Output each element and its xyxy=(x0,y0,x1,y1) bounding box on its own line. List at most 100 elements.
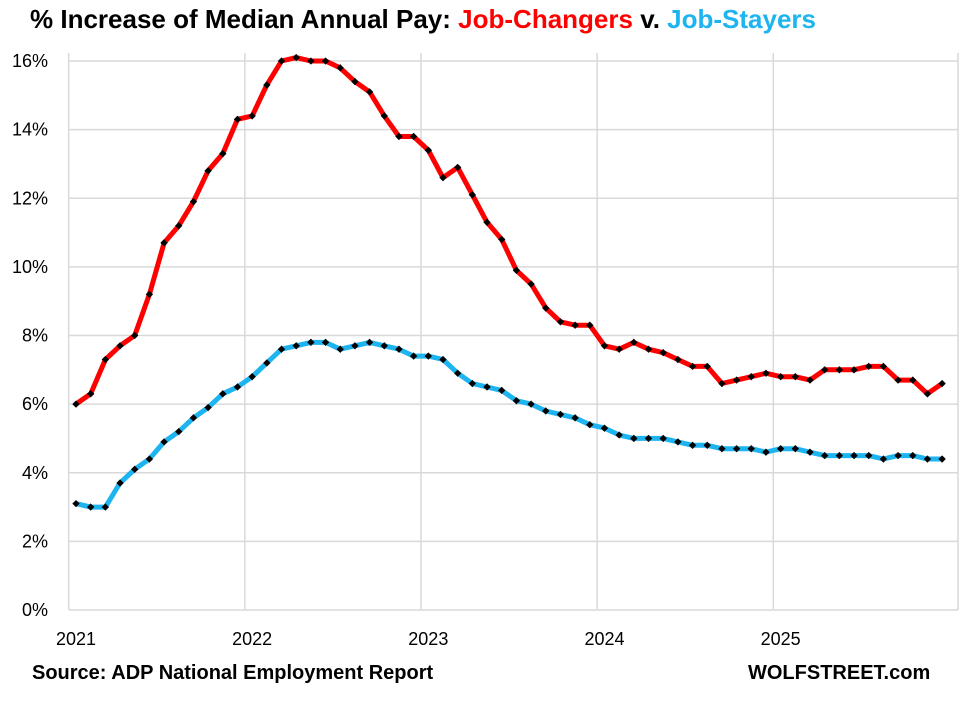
data-point-job-stayers xyxy=(72,499,80,508)
chart-title: % Increase of Median Annual Pay: Job-Cha… xyxy=(30,4,816,35)
brand-watermark: WOLFSTREET.com xyxy=(748,662,931,684)
data-point-job-changers xyxy=(923,390,932,398)
data-point-job-changers xyxy=(512,266,521,274)
data-point-job-changers xyxy=(732,376,741,384)
data-point-job-stayers xyxy=(688,441,697,449)
data-point-job-stayers xyxy=(791,445,799,453)
data-point-job-stayers xyxy=(821,451,829,460)
data-point-job-changers xyxy=(145,290,154,299)
data-point-job-stayers xyxy=(101,503,110,511)
data-point-job-changers xyxy=(703,362,711,371)
data-point-job-changers xyxy=(865,362,873,371)
data-point-job-stayers xyxy=(909,451,917,460)
data-point-job-changers xyxy=(131,331,139,340)
data-point-job-changers xyxy=(292,53,300,62)
data-point-job-changers xyxy=(175,222,183,230)
data-point-job-changers xyxy=(776,372,785,381)
data-point-job-stayers xyxy=(659,434,667,443)
data-point-job-changers xyxy=(762,369,770,377)
data-point-job-stayers xyxy=(850,451,858,460)
y-tick-label: 16% xyxy=(12,51,48,71)
data-point-job-changers xyxy=(365,88,374,96)
data-point-job-changers xyxy=(72,400,80,408)
y-tick-label: 6% xyxy=(22,394,48,414)
data-point-job-stayers xyxy=(615,431,623,439)
data-point-job-changers xyxy=(791,372,799,381)
data-point-job-changers xyxy=(806,376,814,384)
data-point-job-changers xyxy=(674,355,682,364)
data-point-job-changers xyxy=(439,173,447,182)
data-point-job-changers xyxy=(263,81,271,89)
y-tick-label: 0% xyxy=(22,600,48,620)
data-point-job-changers xyxy=(248,112,256,120)
data-point-job-stayers xyxy=(175,427,183,436)
title-connector: v. xyxy=(632,4,668,34)
data-point-job-changers xyxy=(556,318,565,326)
data-point-job-stayers xyxy=(189,414,198,422)
data-point-job-changers xyxy=(909,376,917,384)
x-tick-label: 2025 xyxy=(761,629,801,649)
y-tick-label: 2% xyxy=(22,531,48,551)
data-point-job-changers xyxy=(380,112,388,120)
data-point-job-changers xyxy=(542,304,550,312)
data-point-job-changers xyxy=(659,348,667,357)
data-point-job-stayers xyxy=(747,445,755,453)
y-tick-label: 12% xyxy=(12,188,48,208)
data-point-job-stayers xyxy=(776,445,785,453)
data-point-job-stayers xyxy=(923,455,932,463)
data-point-job-stayers xyxy=(277,345,286,353)
data-point-job-changers xyxy=(351,77,359,86)
data-point-job-stayers xyxy=(806,448,814,456)
data-point-job-stayers xyxy=(307,338,315,347)
data-point-job-stayers xyxy=(600,424,609,432)
data-point-job-changers xyxy=(395,132,403,141)
data-point-job-stayers xyxy=(468,379,477,388)
data-point-job-changers xyxy=(219,149,227,158)
data-point-job-changers xyxy=(498,235,506,244)
data-point-job-changers xyxy=(615,345,623,353)
data-point-job-changers xyxy=(116,342,124,350)
data-point-job-changers xyxy=(879,362,888,371)
data-point-job-stayers xyxy=(703,441,711,449)
data-point-job-stayers xyxy=(454,369,462,377)
data-point-job-stayers xyxy=(483,383,491,391)
data-point-job-stayers xyxy=(586,421,594,429)
data-point-job-stayers xyxy=(336,345,344,353)
data-point-job-changers xyxy=(835,366,844,374)
data-point-job-stayers xyxy=(292,342,300,350)
y-tick-label: 10% xyxy=(12,257,48,277)
axis-layer: 0% 2% 4% 6% 8% 10% 12% 14% 16% 2021 2022 2023 2024 20… xyxy=(12,51,801,649)
data-point-job-stayers xyxy=(395,345,403,353)
data-point-job-changers xyxy=(409,132,418,141)
data-point-job-changers xyxy=(307,57,315,65)
grid-layer xyxy=(67,53,959,611)
data-point-job-stayers xyxy=(894,451,902,460)
data-point-job-stayers xyxy=(718,445,726,453)
data-point-job-stayers xyxy=(233,383,242,391)
data-point-job-stayers xyxy=(439,355,447,364)
data-point-job-stayers xyxy=(835,451,844,460)
x-tick-label: 2022 xyxy=(232,629,272,649)
series-line-job-stayers xyxy=(73,339,945,510)
x-tick-label: 2024 xyxy=(584,629,624,649)
data-point-job-stayers xyxy=(365,338,374,347)
data-point-job-stayers xyxy=(160,438,168,446)
data-point-job-stayers xyxy=(87,503,95,511)
data-point-job-stayers xyxy=(351,342,359,350)
data-point-job-stayers xyxy=(145,455,154,463)
y-tick-label: 14% xyxy=(12,120,48,140)
data-point-job-changers xyxy=(321,57,330,65)
data-point-job-changers xyxy=(718,379,726,388)
marker-layer xyxy=(72,53,946,511)
data-point-job-stayers xyxy=(879,455,888,463)
data-point-job-stayers xyxy=(498,386,506,395)
series-line-job-changers xyxy=(73,55,945,407)
data-point-job-stayers xyxy=(131,465,139,473)
data-point-job-stayers xyxy=(321,338,330,347)
data-point-job-stayers xyxy=(938,455,946,463)
data-point-job-stayers xyxy=(116,479,124,487)
data-point-job-changers xyxy=(644,345,653,353)
data-point-job-changers xyxy=(483,218,491,226)
